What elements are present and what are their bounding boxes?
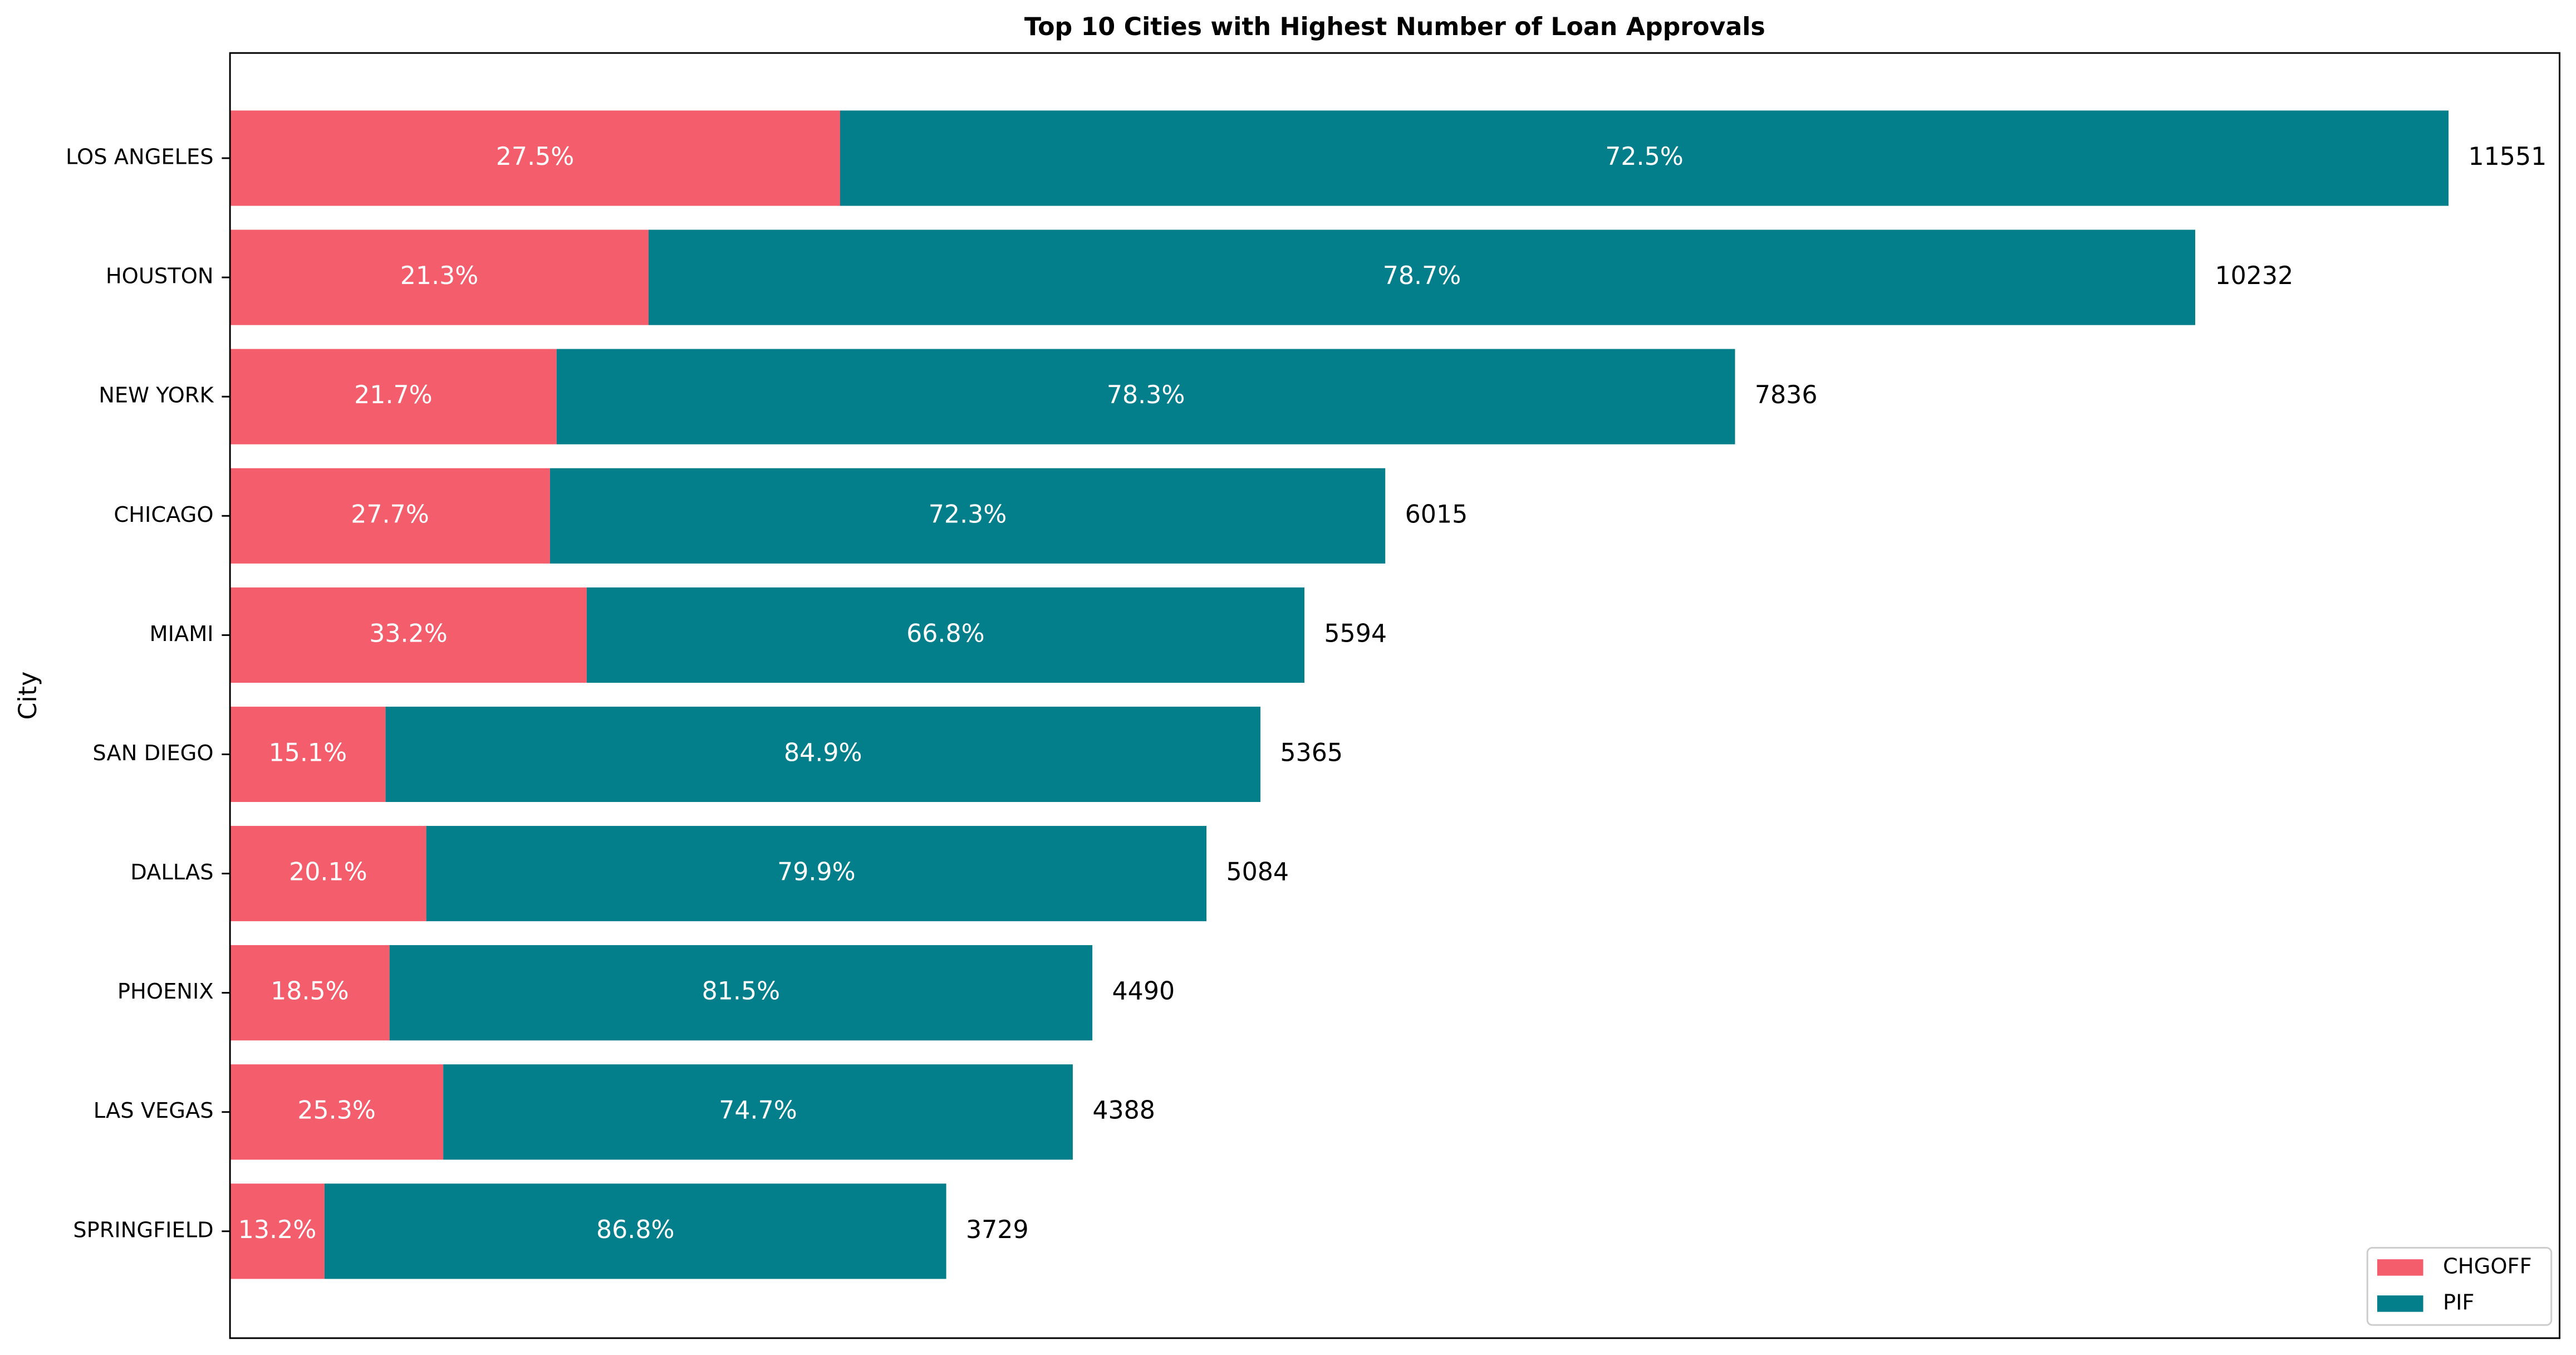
- segment-label: 72.3%: [929, 500, 1007, 529]
- total-label: 10232: [2215, 262, 2293, 290]
- segment-label: 21.3%: [400, 262, 479, 290]
- segment-label: 81.5%: [702, 977, 781, 1006]
- segment-label: 18.5%: [271, 977, 349, 1006]
- bar-segment: [840, 110, 2449, 206]
- bar-segment: [648, 229, 2196, 325]
- segment-label: 79.9%: [777, 858, 856, 887]
- bar-segment: [230, 1064, 444, 1160]
- y-tick-label: CHICAGO: [114, 502, 213, 527]
- y-tick-label: PHOENIX: [117, 979, 214, 1004]
- total-label: 7836: [1755, 381, 1818, 409]
- legend-label: CHGOFF: [2443, 1254, 2532, 1279]
- chart-title: Top 10 Cities with Highest Number of Loa…: [1024, 13, 1765, 41]
- bar-segment: [230, 110, 840, 206]
- bar-segment: [230, 945, 390, 1041]
- segment-label: 78.7%: [1383, 262, 1461, 290]
- segment-label: 27.5%: [496, 143, 575, 171]
- bar-segment: [426, 825, 1207, 922]
- segment-label: 66.8%: [906, 619, 985, 648]
- bar-segment: [389, 945, 1093, 1041]
- total-label: 11551: [2468, 143, 2546, 171]
- bar-segment: [586, 587, 1304, 683]
- segment-label: 27.7%: [351, 500, 429, 529]
- bar-segment: [230, 1183, 325, 1279]
- segment-label: 25.3%: [297, 1097, 376, 1125]
- y-tick-label: SAN DIEGO: [92, 741, 213, 766]
- segment-label: 84.9%: [784, 738, 862, 767]
- total-label: 5365: [1280, 738, 1343, 767]
- segment-label: 15.1%: [269, 738, 347, 767]
- bar-segment: [230, 229, 649, 325]
- total-label: 4388: [1092, 1097, 1155, 1125]
- segment-label: 20.1%: [289, 858, 367, 887]
- segment-label: 13.2%: [238, 1216, 317, 1244]
- bar-segment: [230, 468, 550, 564]
- total-label: 3729: [966, 1216, 1029, 1244]
- legend-label: PIF: [2443, 1290, 2475, 1315]
- total-label: 4490: [1112, 977, 1175, 1006]
- y-axis-label: City: [14, 672, 42, 720]
- y-tick-label: SPRINGFIELD: [73, 1217, 213, 1243]
- segment-label: 78.3%: [1107, 381, 1185, 409]
- legend-swatch: [2377, 1295, 2423, 1312]
- total-label: 6015: [1405, 500, 1468, 529]
- segment-label: 21.7%: [354, 381, 433, 409]
- bar-segment: [385, 706, 1260, 803]
- y-tick-label: LOS ANGELES: [66, 145, 214, 170]
- bar-segment: [556, 349, 1735, 444]
- y-tick-label: NEW YORK: [99, 383, 214, 408]
- legend-swatch: [2377, 1259, 2423, 1276]
- segment-label: 86.8%: [596, 1216, 675, 1244]
- segment-label: 74.7%: [719, 1097, 797, 1125]
- y-tick-label: MIAMI: [150, 622, 214, 647]
- bar-segment: [549, 468, 1386, 564]
- bar-segment: [324, 1183, 946, 1279]
- axes-frame: [229, 52, 2560, 1339]
- bar-segment: [230, 825, 426, 922]
- bar-segment: [230, 349, 557, 444]
- y-tick-label: LAS VEGAS: [94, 1098, 214, 1123]
- bar-segment: [230, 587, 587, 683]
- segment-label: 72.5%: [1605, 143, 1684, 171]
- y-tick-label: HOUSTON: [106, 264, 214, 289]
- total-label: 5594: [1324, 619, 1387, 648]
- y-tick-label: DALLAS: [130, 860, 213, 885]
- bar-segment: [230, 706, 386, 803]
- bar-segment: [443, 1064, 1073, 1160]
- total-label: 5084: [1226, 858, 1289, 887]
- segment-label: 33.2%: [369, 619, 448, 648]
